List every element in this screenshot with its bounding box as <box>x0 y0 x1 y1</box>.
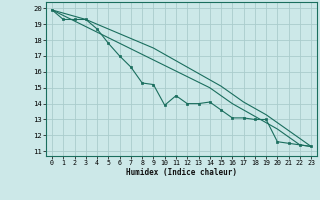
X-axis label: Humidex (Indice chaleur): Humidex (Indice chaleur) <box>126 168 237 177</box>
